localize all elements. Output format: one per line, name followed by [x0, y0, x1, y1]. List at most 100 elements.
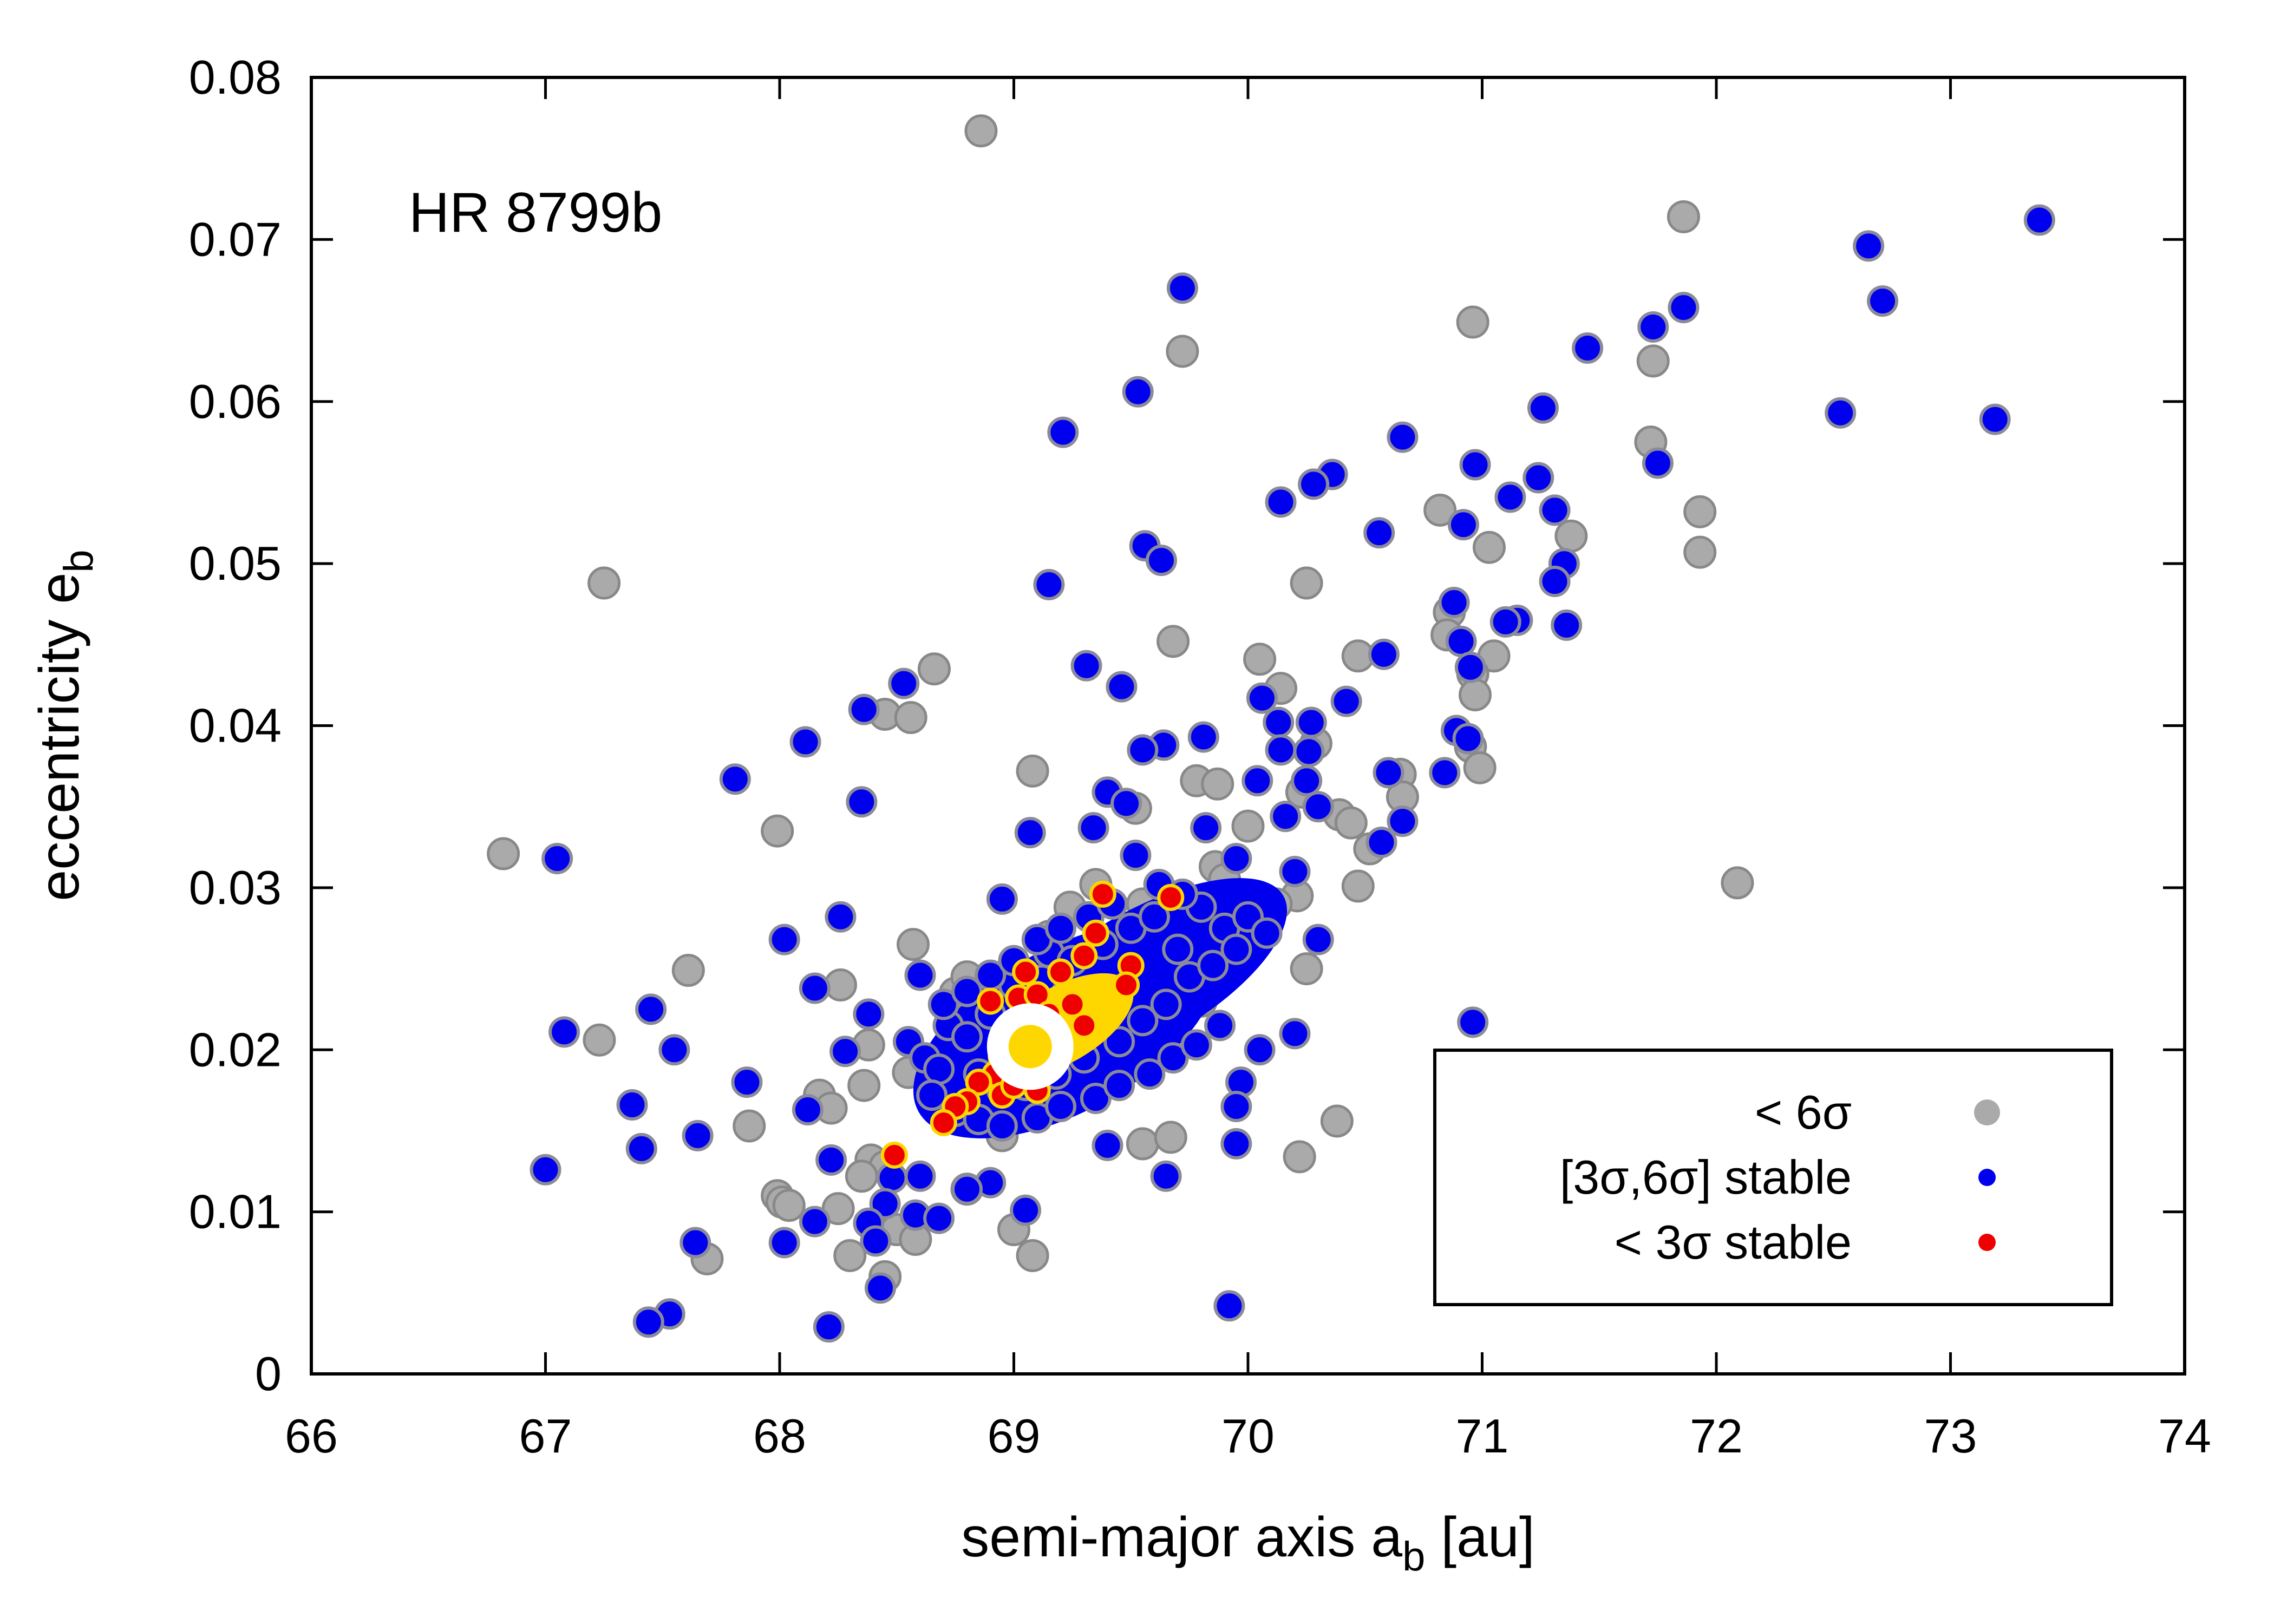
blue-point: [1429, 757, 1461, 789]
blue-point: [1150, 1160, 1182, 1192]
blue-point: [951, 1021, 983, 1053]
gray-point: [1201, 767, 1234, 801]
legend-label-gray: < 6σ: [1755, 1085, 1852, 1139]
legend: < 6σ [3σ,6σ] stable < 3σ stable: [1433, 1049, 2113, 1306]
blue-point: [1241, 765, 1273, 797]
blue-point: [860, 1225, 892, 1257]
legend-marker-red: [1978, 1234, 1996, 1251]
blue-point: [679, 1227, 711, 1259]
blue-point: [1293, 736, 1325, 768]
blue-point: [1047, 416, 1079, 448]
gray-point: [1721, 866, 1754, 900]
blue-point: [1166, 272, 1198, 304]
blue-point: [2023, 204, 2055, 236]
y-tick-label: 0.07: [189, 212, 282, 266]
blue-point: [799, 972, 831, 1004]
red-point: [1113, 971, 1140, 999]
blue-point: [815, 1144, 847, 1176]
blue-point: [1103, 1026, 1135, 1058]
blue-point: [1014, 817, 1046, 849]
gray-point: [1166, 335, 1199, 368]
best-fit-point: [1008, 1025, 1052, 1069]
blue-point: [1459, 449, 1491, 481]
y-tick-label: 0: [255, 1347, 282, 1400]
blue-point: [658, 1034, 690, 1066]
y-axis-label: eccentricity eb: [28, 549, 102, 901]
blue-point: [799, 1206, 831, 1237]
y-tick-label: 0.05: [189, 536, 282, 590]
gray-point: [733, 1109, 766, 1143]
blue-point: [1363, 517, 1395, 549]
blue-point: [541, 842, 573, 874]
blue-point: [530, 1154, 561, 1186]
x-axis-label-subscript: b: [1402, 1534, 1425, 1580]
blue-point: [1489, 606, 1521, 638]
gray-point: [772, 1189, 806, 1222]
blue-point: [1204, 1010, 1236, 1042]
y-tick-label: 0.04: [189, 699, 282, 752]
red-point: [1089, 880, 1116, 908]
gray-point: [1283, 1140, 1316, 1174]
gray-point: [1156, 625, 1190, 658]
gray-point: [1683, 535, 1717, 569]
blue-point: [1457, 1006, 1489, 1038]
blue-point: [1220, 933, 1252, 965]
x-tick-label: 67: [519, 1409, 572, 1463]
blue-point: [768, 924, 800, 955]
blue-point: [768, 1227, 800, 1259]
x-tick-label: 69: [988, 1409, 1041, 1463]
blue-point: [1157, 1042, 1189, 1074]
x-tick-label: 72: [1690, 1409, 1743, 1463]
blue-point: [682, 1119, 714, 1151]
blue-point: [986, 883, 1018, 915]
gray-point: [1016, 754, 1049, 788]
blue-point: [1668, 292, 1700, 324]
legend-marker-blue: [1978, 1169, 1996, 1186]
gray-point: [761, 814, 794, 848]
blue-point: [927, 988, 959, 1020]
blue-point: [888, 667, 920, 699]
blue-point: [1539, 494, 1571, 526]
blue-point: [829, 1036, 861, 1068]
blue-point: [853, 998, 885, 1030]
blue-point: [904, 1160, 936, 1192]
red-point: [965, 1069, 992, 1096]
blue-point: [1637, 311, 1669, 343]
blue-point: [864, 1272, 896, 1304]
gray-point: [1231, 809, 1265, 843]
red-point: [1047, 958, 1074, 986]
blue-point: [632, 1306, 664, 1338]
blue-point: [813, 1311, 845, 1343]
blue-point: [635, 993, 667, 1025]
y-tick-label: 0.08: [189, 50, 282, 104]
blue-point: [548, 1016, 580, 1048]
gray-point: [1554, 519, 1588, 553]
blue-point: [1092, 1129, 1123, 1161]
blue-point: [1187, 721, 1219, 753]
blue-point: [1438, 586, 1470, 618]
best-fit-marker: [986, 1003, 1074, 1090]
gray-point: [1459, 678, 1492, 712]
blue-point: [1033, 569, 1065, 601]
gray-point: [1016, 1239, 1049, 1272]
x-tick-label: 70: [1221, 1409, 1275, 1463]
gray-point: [1243, 643, 1277, 676]
gray-point: [1683, 495, 1717, 528]
blue-point: [1551, 609, 1583, 641]
blue-point: [616, 1089, 648, 1121]
legend-label-blue: [3σ,6σ] stable: [1560, 1150, 1852, 1204]
blue-point: [1539, 566, 1571, 598]
blue-point: [1010, 1194, 1042, 1226]
blue-point: [1213, 1290, 1245, 1322]
gray-point: [964, 114, 998, 148]
blue-point: [1979, 403, 2011, 435]
blue-point: [1494, 481, 1526, 513]
blue-point: [625, 1132, 657, 1164]
red-point: [1012, 958, 1040, 986]
gray-point: [583, 1023, 616, 1057]
blue-point: [1246, 682, 1278, 714]
blue-point: [719, 763, 751, 795]
gray-point: [1126, 1127, 1159, 1161]
blue-point: [1522, 462, 1554, 494]
